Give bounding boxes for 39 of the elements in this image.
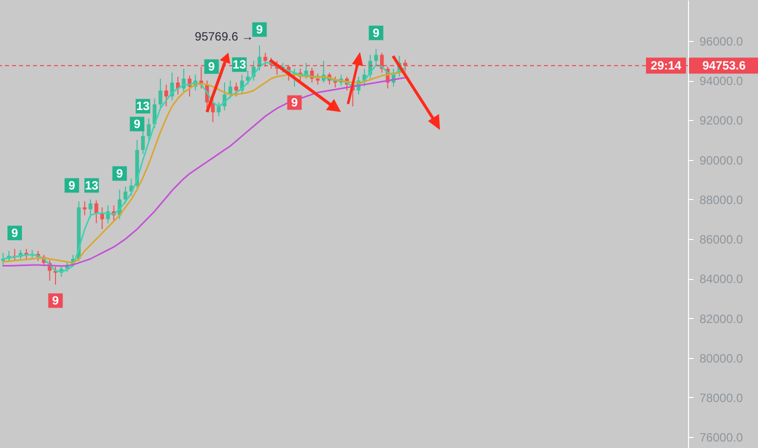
y-tick-label: 90000.0 xyxy=(700,153,744,168)
y-tick-label: 80000.0 xyxy=(700,351,744,366)
candlestick xyxy=(216,102,221,117)
y-tick-label: 92000.0 xyxy=(700,114,744,128)
annotation: 9 xyxy=(291,96,298,110)
candlestick xyxy=(1,252,5,266)
candlestick xyxy=(124,186,128,204)
candlestick xyxy=(82,200,87,216)
y-tick-label: 88000.0 xyxy=(700,192,744,207)
candlestick xyxy=(374,48,378,66)
y-tick-label: 76000.0 xyxy=(700,430,744,445)
annotation: 9 xyxy=(116,166,124,181)
candlestick xyxy=(88,198,92,218)
candlestick xyxy=(176,76,180,95)
annotation: 29:14 xyxy=(650,58,682,73)
y-tick-label: 84000.0 xyxy=(700,272,744,286)
candlestick xyxy=(234,82,238,97)
candlestick xyxy=(170,72,174,101)
candlestick xyxy=(164,84,168,107)
annotation: 9 xyxy=(134,117,141,132)
y-tick-label: 96000.0 xyxy=(700,34,744,48)
annotation: 95769.6 → xyxy=(194,30,254,44)
ref-line-label: 94753.6 xyxy=(702,58,746,73)
candlestick xyxy=(158,78,162,109)
candlestick xyxy=(210,98,215,123)
y-tick-label: 78000.0 xyxy=(700,390,744,405)
annotation: 9 xyxy=(11,226,18,240)
y-tick-label: 86000.0 xyxy=(700,232,744,247)
y-tick-label: 82000.0 xyxy=(700,312,744,326)
annotation: 13 xyxy=(84,178,99,192)
annotation: 13 xyxy=(136,99,150,114)
annotation: 9 xyxy=(372,26,380,40)
annotation: 9 xyxy=(68,178,76,192)
annotation: 13 xyxy=(232,58,246,72)
annotation: 9 xyxy=(208,60,216,74)
candlestick xyxy=(152,98,156,129)
annotation: 9 xyxy=(52,294,60,308)
annotation: 9 xyxy=(256,22,264,37)
y-tick-label: 94000.0 xyxy=(700,74,744,88)
